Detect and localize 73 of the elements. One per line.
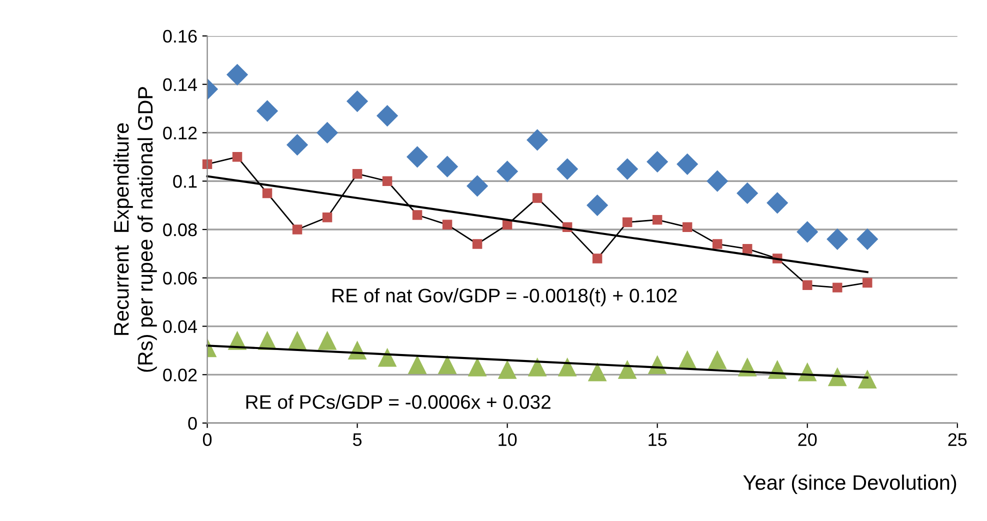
point xyxy=(378,348,396,367)
point xyxy=(832,282,842,292)
point xyxy=(616,158,638,180)
y-tick-label: 0.04 xyxy=(163,320,198,333)
point xyxy=(466,175,488,196)
point xyxy=(322,212,332,222)
point xyxy=(556,158,578,180)
point xyxy=(682,222,692,232)
point xyxy=(376,105,398,126)
point xyxy=(292,224,302,234)
point xyxy=(558,358,576,376)
x-tick-label: 10 xyxy=(498,433,517,446)
point xyxy=(352,168,362,179)
y-axis-title: Recurrent Expenditure (Rs) per rupee of national GDP xyxy=(113,87,157,372)
point xyxy=(766,192,788,214)
point xyxy=(622,217,632,228)
x-axis-title: Year (since Devolution) xyxy=(743,474,956,494)
point xyxy=(472,239,482,249)
point xyxy=(652,214,662,225)
point xyxy=(592,254,602,264)
y-tick-label: 0.12 xyxy=(163,126,197,140)
y-tick-label: 0.1 xyxy=(173,175,197,188)
point xyxy=(498,360,516,379)
point xyxy=(382,176,392,186)
y-tick-label: 0.06 xyxy=(163,272,197,285)
point xyxy=(802,280,812,290)
point xyxy=(526,129,548,150)
point xyxy=(318,332,336,350)
point xyxy=(858,370,876,389)
point xyxy=(826,228,848,250)
point xyxy=(856,228,878,250)
x-tick-label: 15 xyxy=(648,433,667,446)
point xyxy=(586,194,608,216)
point xyxy=(706,170,728,192)
annotation: RE of PCs/GDP = -0.0006x + 0.032 xyxy=(246,394,550,409)
point xyxy=(288,332,306,350)
point xyxy=(712,239,722,249)
point xyxy=(796,221,818,242)
point xyxy=(528,358,546,376)
y-tick-label: 0.14 xyxy=(163,78,198,92)
point xyxy=(676,154,698,175)
annotation: RE of nat Gov/GDP = -0.0018(t) + 0.102 xyxy=(332,288,677,306)
x-tick-label: 25 xyxy=(948,433,967,446)
point xyxy=(742,244,752,254)
point xyxy=(316,122,338,144)
point xyxy=(436,156,458,178)
x-tick-label: 20 xyxy=(798,433,817,446)
point xyxy=(412,210,422,220)
point xyxy=(862,278,872,288)
point xyxy=(408,356,426,374)
point xyxy=(468,358,486,376)
point xyxy=(496,160,518,182)
point xyxy=(406,146,428,168)
point xyxy=(346,90,368,112)
point xyxy=(618,360,636,379)
point xyxy=(286,134,308,156)
point xyxy=(232,152,242,162)
y-tick-label: 0.16 xyxy=(163,30,197,43)
point xyxy=(262,188,272,198)
y-tick-label: 0.08 xyxy=(163,223,197,236)
x-tick-label: 5 xyxy=(352,433,362,446)
point xyxy=(588,363,606,382)
point xyxy=(438,356,456,374)
point xyxy=(736,182,758,204)
point xyxy=(646,151,668,172)
y-tick-label: 0 xyxy=(188,416,197,430)
x-tick-label: 0 xyxy=(202,433,212,446)
point xyxy=(708,351,726,370)
point xyxy=(532,193,542,203)
point xyxy=(226,64,248,86)
point xyxy=(256,100,278,122)
point xyxy=(442,220,452,230)
y-tick-label: 0.02 xyxy=(163,368,197,382)
